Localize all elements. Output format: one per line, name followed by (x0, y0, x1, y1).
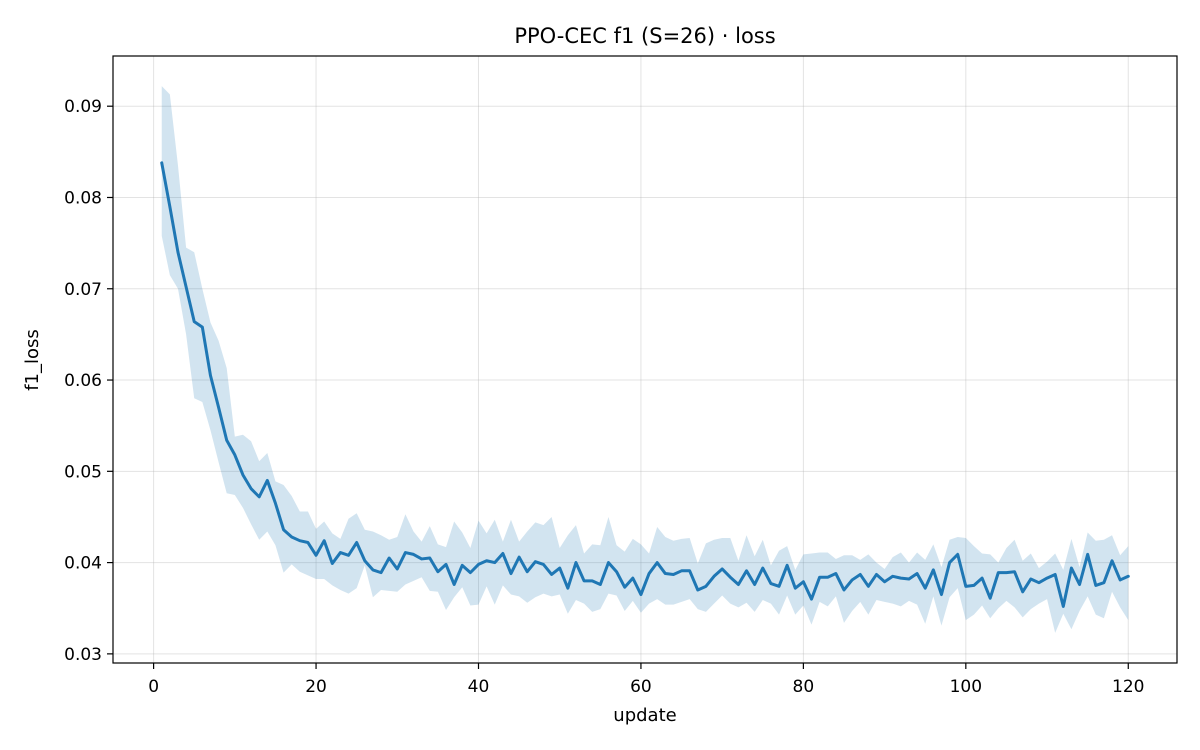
y-tick-label: 0.09 (64, 97, 102, 117)
x-tick-label: 40 (468, 677, 490, 697)
y-tick-label: 0.07 (64, 280, 102, 300)
x-tick-label: 0 (148, 677, 159, 697)
y-tick-label: 0.04 (64, 554, 102, 574)
grid (113, 56, 1177, 663)
x-tick-label: 20 (305, 677, 327, 697)
axis-ticks: 0 20 40 60 80 100 120 0.03 0.04 0.05 0.06 0.07 0.08 0… (64, 97, 1144, 697)
x-tick-label: 60 (630, 677, 652, 697)
y-tick-label: 0.05 (64, 462, 102, 482)
x-tick-label: 80 (793, 677, 815, 697)
y-tick-label: 0.08 (64, 188, 102, 208)
x-axis-label: update (613, 705, 676, 726)
chart-title: PPO-CEC f1 (S=26) · loss (514, 24, 775, 48)
series-line (160, 161, 1130, 608)
y-tick-label: 0.03 (64, 645, 102, 665)
x-tick-label: 120 (1112, 677, 1144, 697)
y-tick-label: 0.06 (64, 371, 102, 391)
y-axis-label: f1_loss (22, 329, 43, 391)
x-tick-label: 100 (950, 677, 982, 697)
plot-frame (112, 55, 1178, 664)
